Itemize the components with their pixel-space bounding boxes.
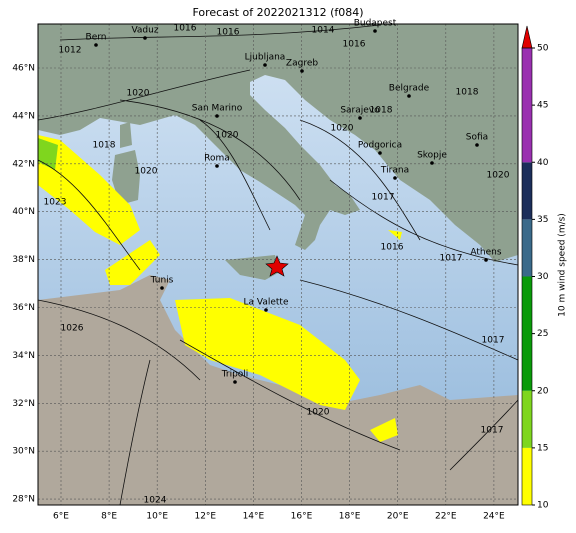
city-label: Sofia xyxy=(466,133,488,143)
colorbar-band xyxy=(522,276,532,391)
y-tick-label: 40°N xyxy=(12,207,35,217)
city-dot xyxy=(160,286,164,290)
isobar-label: 1020 xyxy=(127,89,150,99)
city-dot xyxy=(407,94,411,98)
colorbar-band xyxy=(522,48,532,163)
map-frame xyxy=(37,23,519,506)
y-tick-label: 36°N xyxy=(12,303,35,313)
city-dot xyxy=(378,151,382,155)
y-tick-label: 28°N xyxy=(12,495,35,505)
city-label: Tripoli xyxy=(221,370,249,380)
isobar-label: 1018 xyxy=(456,88,479,98)
colorbar-tick-label: 40 xyxy=(537,158,549,168)
city-label: Tirana xyxy=(380,166,409,176)
city-label: Skopje xyxy=(417,151,447,161)
x-tick-label: 20°E xyxy=(387,512,409,522)
colorbar-extend xyxy=(521,25,533,49)
city-dot xyxy=(233,380,237,384)
city-label: Sarajevo xyxy=(340,106,380,116)
city-label: Athens xyxy=(470,248,501,258)
colorbar-tick-label: 10 xyxy=(537,501,549,511)
x-tick-label: 24°E xyxy=(483,512,505,522)
city-label: La Valette xyxy=(244,298,289,308)
isobar-label: 1026 xyxy=(61,324,84,334)
x-tick-label: 22°E xyxy=(435,512,457,522)
colorbar-band xyxy=(522,390,532,448)
city-dot xyxy=(300,69,304,73)
y-tick-label: 44°N xyxy=(12,111,35,121)
colorbar-tick-label: 20 xyxy=(537,386,549,396)
isobar-label: 1016 xyxy=(174,24,197,34)
city-dot xyxy=(484,258,488,262)
y-tick-label: 38°N xyxy=(12,255,35,265)
city-label: Bern xyxy=(86,33,107,43)
title: Forecast of 2022021312 (f084) xyxy=(192,6,363,19)
city-dot xyxy=(430,161,434,165)
x-tick-label: 18°E xyxy=(339,512,361,522)
colorbar-tick-label: 30 xyxy=(537,272,549,282)
city-dot xyxy=(143,36,147,40)
isobar-label: 1016 xyxy=(381,243,404,253)
colorbar-label: 10 m wind speed (m/s) xyxy=(558,213,568,317)
isobar-label: 1014 xyxy=(312,26,335,36)
city-label: San Marino xyxy=(192,104,243,114)
isobar-label: 1023 xyxy=(44,198,67,208)
y-tick-label: 46°N xyxy=(12,64,35,74)
city-label: Tunis xyxy=(150,276,174,286)
city-dot xyxy=(475,143,479,147)
y-tick-label: 34°N xyxy=(12,351,35,361)
isobar-label: 1016 xyxy=(343,40,366,50)
colorbar-tick-label: 25 xyxy=(537,329,548,339)
city-dot xyxy=(263,63,267,67)
city-dot xyxy=(215,164,219,168)
isobar-label: 1017 xyxy=(481,426,504,436)
y-tick-label: 30°N xyxy=(12,447,35,457)
x-tick-label: 16°E xyxy=(291,512,313,522)
isobar-label: 1012 xyxy=(59,46,82,56)
city-dot xyxy=(215,114,219,118)
x-tick-label: 6°E xyxy=(53,512,69,522)
isobar-label: 1018 xyxy=(370,106,393,116)
city-label: Budapest xyxy=(354,19,397,29)
y-tick-label: 42°N xyxy=(12,159,35,169)
city-dot xyxy=(358,116,362,120)
colorbar-band xyxy=(522,162,532,220)
isobar-label: 1017 xyxy=(440,254,463,264)
city-label: Ljubljana xyxy=(245,53,286,63)
colorbar-tick-label: 35 xyxy=(537,215,548,225)
isobar-label: 1020 xyxy=(307,408,330,418)
isobar-label: 1020 xyxy=(487,171,510,181)
x-tick-label: 12°E xyxy=(194,512,216,522)
city-label: Roma xyxy=(204,154,230,164)
city-label: Belgrade xyxy=(389,84,430,94)
colorbar-tick-label: 15 xyxy=(537,443,548,453)
colorbar-band xyxy=(522,219,532,277)
colorbar xyxy=(521,25,535,506)
x-tick-label: 14°E xyxy=(243,512,265,522)
map xyxy=(37,24,519,506)
isobar-label: 1017 xyxy=(372,193,395,203)
city-dot xyxy=(373,29,377,33)
city-label: Podgorica xyxy=(358,141,402,151)
x-tick-label: 10°E xyxy=(146,512,168,522)
colorbar-tick-label: 50 xyxy=(537,44,549,54)
isobar-label: 1024 xyxy=(144,496,167,506)
isobar-label: 1020 xyxy=(135,167,158,177)
x-tick-label: 8°E xyxy=(101,512,117,522)
city-dot xyxy=(94,43,98,47)
isobar-label: 1020 xyxy=(331,124,354,134)
graticule xyxy=(38,24,518,505)
city-label: Vaduz xyxy=(131,26,158,36)
isobar-label: 1017 xyxy=(482,336,505,346)
city-dot xyxy=(264,308,268,312)
city-label: Zagreb xyxy=(286,59,318,69)
city-dot xyxy=(393,176,397,180)
y-tick-label: 32°N xyxy=(12,399,35,409)
isobar-label: 1018 xyxy=(93,141,116,151)
colorbar-band xyxy=(522,447,532,505)
colorbar-tick-label: 45 xyxy=(537,101,548,111)
isobar-label: 1020 xyxy=(216,131,239,141)
isobar-label: 1016 xyxy=(217,28,240,38)
